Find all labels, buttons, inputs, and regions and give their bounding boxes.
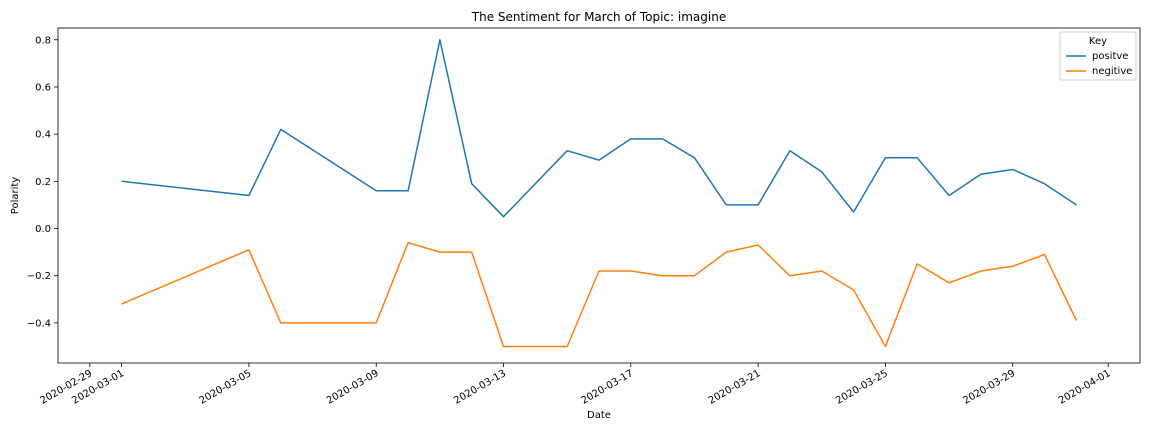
y-axis: 0.8 0.6 0.4 0.2 0.0 −0.2 −0.4 — [27, 35, 58, 329]
y-tick-label: 0.2 — [35, 177, 51, 188]
x-tick-label: 2020-03-25 — [834, 368, 890, 407]
x-tick-label: 2020-03-05 — [198, 368, 254, 407]
y-tick-label: 0.6 — [35, 82, 51, 93]
x-axis-label: Date — [587, 410, 611, 421]
y-tick-label: −0.4 — [27, 318, 51, 329]
legend-entry: positve — [1092, 51, 1128, 62]
legend: Key positve negitive — [1059, 31, 1137, 81]
x-tick-label: 2020-03-17 — [579, 368, 635, 407]
series-line-negitive — [121, 241, 1078, 348]
x-tick-label: 2020-03-29 — [961, 368, 1017, 407]
y-tick-label: 0.8 — [35, 35, 51, 46]
legend-entry: negitive — [1092, 66, 1132, 77]
y-tick-label: 0.4 — [35, 130, 51, 141]
y-tick-label: −0.2 — [27, 271, 51, 282]
y-tick-label: 0.0 — [35, 224, 51, 235]
series-layer — [121, 39, 1078, 348]
y-axis-label: Polarity — [10, 177, 21, 215]
x-tick-label: 2020-04-01 — [1057, 368, 1113, 407]
x-tick-label: 2020-03-09 — [325, 368, 381, 407]
chart-title: The Sentiment for March of Topic: imagin… — [471, 10, 726, 24]
legend-box — [1059, 31, 1137, 81]
plot-border — [57, 27, 1141, 364]
legend-title: Key — [1089, 36, 1107, 47]
series-line-positve — [121, 39, 1077, 218]
x-tick-label: 2020-03-21 — [707, 368, 763, 407]
plot-frame — [57, 27, 1141, 364]
x-tick-label: 2020-03-13 — [452, 368, 508, 407]
